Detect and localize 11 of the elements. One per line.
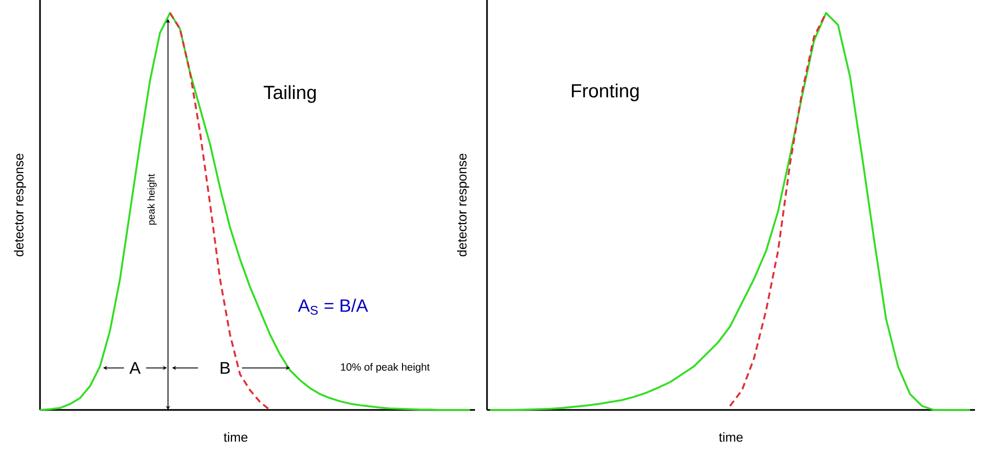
x-axis-title: time xyxy=(224,432,248,442)
y-axis-title: detector response xyxy=(457,154,470,256)
annotation: peak height xyxy=(147,174,157,225)
annotation: A$_{S}$ = B/A xyxy=(298,298,368,315)
annotation: A xyxy=(129,362,141,374)
text: Tailing xyxy=(264,85,316,103)
x-axis-title: time xyxy=(718,432,743,442)
y-axis-title: detector response xyxy=(14,154,26,256)
annotation: 10% of peak height xyxy=(341,363,430,373)
annotation: B xyxy=(220,362,230,374)
text: Fronting xyxy=(572,84,639,102)
